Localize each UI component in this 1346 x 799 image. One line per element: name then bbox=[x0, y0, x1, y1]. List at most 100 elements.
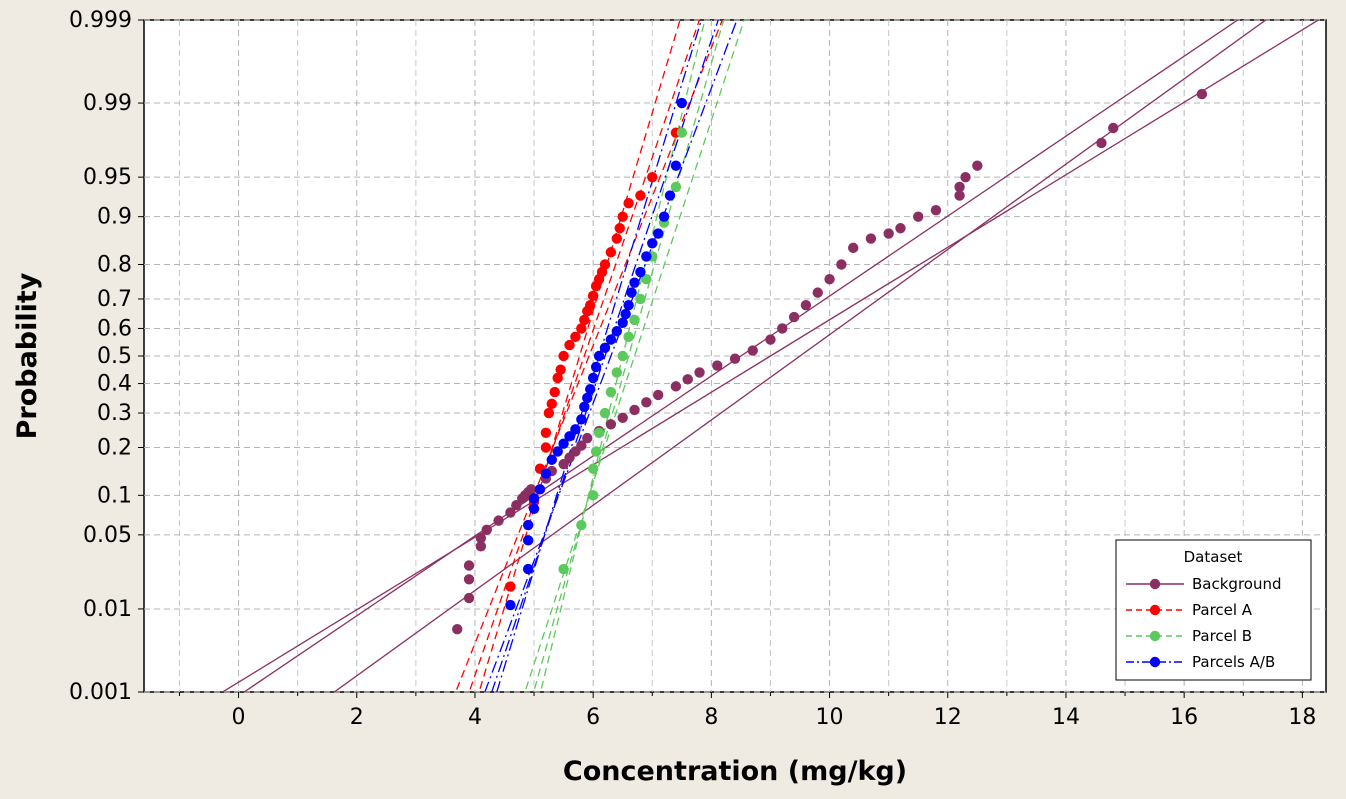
parcels-a-b-point bbox=[626, 287, 637, 298]
background-point bbox=[913, 211, 924, 222]
x-tick-label: 16 bbox=[1170, 705, 1198, 730]
y-tick-label: 0.5 bbox=[97, 344, 132, 369]
parcels-a-b-point bbox=[579, 401, 590, 413]
background-point bbox=[836, 259, 847, 270]
parcel-b-point bbox=[641, 274, 652, 285]
x-tick-label: 4 bbox=[468, 705, 482, 730]
parcel-b-point bbox=[629, 314, 640, 326]
legend-marker-parcel-a bbox=[1149, 604, 1161, 616]
x-tick-label: 18 bbox=[1288, 705, 1316, 730]
parcel-b-point bbox=[635, 293, 646, 305]
y-tick-label: 0.7 bbox=[97, 287, 132, 312]
parcels-a-b-point bbox=[652, 228, 664, 239]
background-ci-line bbox=[242, 20, 1239, 692]
background-point bbox=[1108, 122, 1119, 134]
y-tick-label: 0.6 bbox=[97, 316, 132, 341]
parcel-b-point bbox=[611, 367, 622, 378]
legend-entries: Background Parcel A Parcel B Parcels A/B bbox=[1126, 575, 1282, 671]
parcels-a-b-point bbox=[528, 503, 540, 514]
background-point bbox=[883, 228, 894, 239]
parcel-a-ci-line bbox=[455, 20, 724, 692]
background-point bbox=[452, 623, 463, 635]
background-point bbox=[800, 299, 812, 311]
parcel-a-fit-line bbox=[468, 20, 701, 692]
parcel-a-point bbox=[552, 372, 563, 384]
background-point bbox=[930, 205, 942, 216]
parcels-a-b-point bbox=[576, 414, 587, 425]
y-axis-title: Probability bbox=[12, 272, 43, 439]
legend-title: Dataset bbox=[1184, 548, 1243, 566]
parcels-a-b-point bbox=[599, 342, 611, 354]
background-point bbox=[525, 484, 537, 495]
x-tick-label: 0 bbox=[232, 705, 246, 730]
x-axis-title: Concentration (mg/kg) bbox=[563, 756, 907, 787]
parcel-b-point bbox=[590, 446, 602, 457]
parcels-a-b-point bbox=[582, 392, 593, 404]
parcels-a-b-point bbox=[546, 454, 557, 465]
parcels-a-b-point bbox=[558, 438, 569, 449]
background-point bbox=[812, 287, 823, 298]
legend-marker-background bbox=[1149, 578, 1161, 590]
axes: 0 2 4 6 8 10 12 14 16 18 0.001 0.01 0.05 0.1 0.2 0.3 0.4… bbox=[69, 8, 1316, 730]
parcel-a-point bbox=[585, 299, 596, 311]
parcels-a-b-point bbox=[522, 563, 534, 575]
background-point bbox=[576, 440, 587, 451]
parcels-a-b-point bbox=[664, 190, 676, 201]
background-point bbox=[641, 397, 652, 408]
y-tick-label: 0.1 bbox=[97, 483, 132, 508]
background-point bbox=[694, 367, 705, 378]
parcels-a-b-point bbox=[676, 97, 688, 109]
background-point bbox=[629, 404, 640, 416]
parcels-a-b-point bbox=[635, 266, 646, 278]
parcel-a-point bbox=[546, 398, 557, 410]
y-tick-label: 0.8 bbox=[97, 252, 132, 277]
parcel-b-point bbox=[617, 350, 628, 362]
background-point bbox=[777, 323, 788, 334]
parcel-b-point bbox=[593, 427, 605, 438]
parcels-a-b-ci-line bbox=[496, 20, 703, 692]
parcel-a-point bbox=[635, 190, 646, 201]
background-point bbox=[475, 532, 487, 544]
parcel-a-point bbox=[647, 171, 658, 183]
background-point bbox=[1196, 88, 1208, 100]
parcels-a-b-point bbox=[505, 599, 516, 611]
x-tick-label: 14 bbox=[1052, 705, 1080, 730]
parcel-a-point bbox=[570, 331, 581, 343]
legend-label-parcel-b: Parcel B bbox=[1192, 627, 1252, 645]
background-point bbox=[765, 334, 776, 345]
background-point bbox=[582, 432, 593, 444]
parcel-a-point bbox=[555, 364, 566, 375]
y-tick-label: 0.3 bbox=[97, 401, 132, 426]
parcel-b-point bbox=[587, 490, 599, 501]
parcels-a-b-point bbox=[585, 384, 596, 395]
legend-label-parcel-a: Parcel A bbox=[1192, 601, 1253, 619]
background-point bbox=[865, 233, 877, 244]
parcel-b-point bbox=[558, 563, 569, 575]
parcels-a-b-point bbox=[658, 211, 670, 222]
parcels-a-b-point bbox=[620, 308, 631, 320]
parcels-a-b-point bbox=[540, 468, 552, 479]
background-point bbox=[712, 360, 723, 371]
parcel-b-point bbox=[676, 127, 688, 138]
background-point bbox=[960, 171, 971, 183]
background-point bbox=[747, 345, 758, 356]
y-tick-label: 0.4 bbox=[97, 372, 132, 397]
background-point bbox=[954, 181, 965, 193]
background-point bbox=[505, 507, 516, 518]
parcel-b-ci-line bbox=[524, 20, 745, 692]
parcels-a-b-point bbox=[570, 424, 581, 435]
background-point bbox=[1096, 137, 1107, 149]
y-tick-label: 0.95 bbox=[83, 165, 132, 190]
background-point bbox=[652, 389, 664, 401]
parcels-a-b-point bbox=[605, 334, 617, 345]
parcel-a-point bbox=[579, 314, 590, 326]
y-tick-label: 0.05 bbox=[83, 523, 132, 548]
parcel-b-point bbox=[605, 386, 617, 398]
background-point bbox=[824, 274, 835, 285]
x-tick-label: 2 bbox=[350, 705, 364, 730]
parcel-a-point bbox=[611, 233, 622, 244]
parcel-a-point bbox=[576, 323, 587, 334]
parcels-a-b-fit-line bbox=[491, 20, 719, 692]
parcel-a-point bbox=[614, 223, 625, 234]
parcel-a-point bbox=[564, 339, 575, 351]
